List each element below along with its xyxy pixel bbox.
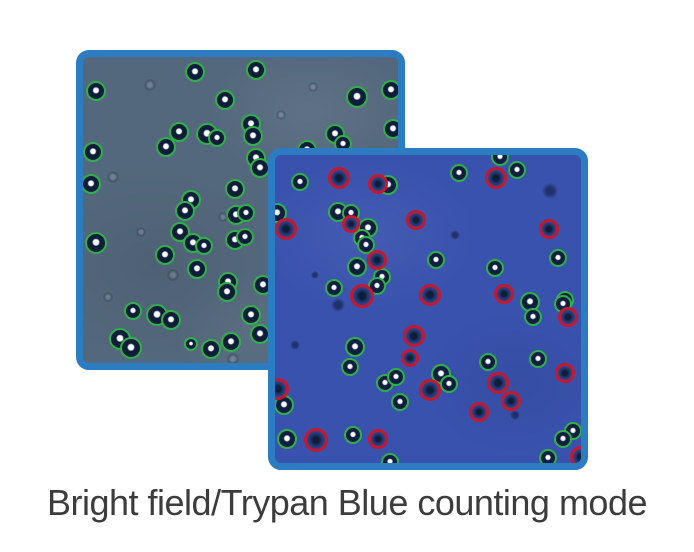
trypan-blue-image xyxy=(268,148,588,470)
dead-cell-marker xyxy=(570,446,581,463)
live-cell-marker xyxy=(225,179,245,199)
dead-cell-marker xyxy=(368,429,388,449)
live-cell-marker xyxy=(381,80,398,100)
live-cell-marker xyxy=(387,368,405,386)
dead-cell-marker xyxy=(487,372,509,394)
live-cell-marker xyxy=(156,137,176,157)
dead-cell-marker xyxy=(304,428,328,452)
live-cell-marker xyxy=(169,122,189,142)
live-cell-marker xyxy=(237,204,255,222)
live-cell-marker xyxy=(85,232,107,254)
live-cell-marker xyxy=(175,201,195,221)
dead-cell-marker xyxy=(469,402,489,422)
live-cell-marker xyxy=(277,429,297,449)
live-cell-marker xyxy=(346,86,368,108)
dead-cell-marker xyxy=(401,349,419,367)
live-cell-marker xyxy=(184,337,198,351)
live-cell-marker xyxy=(243,126,263,146)
caption: Bright field/Trypan Blue counting mode xyxy=(46,482,648,523)
live-cell-marker xyxy=(215,90,235,110)
live-cell-marker xyxy=(549,249,567,267)
debris-blob xyxy=(450,230,460,240)
dead-cell-marker xyxy=(350,284,374,308)
live-cell-marker xyxy=(120,337,142,359)
live-cell-marker xyxy=(291,173,309,191)
live-cell-marker xyxy=(357,236,375,254)
live-cell-marker xyxy=(195,237,213,255)
live-cell-marker xyxy=(201,339,221,359)
live-cell-marker xyxy=(155,245,175,265)
live-cell-marker xyxy=(187,259,207,279)
live-cell-marker xyxy=(529,350,547,368)
dead-cell-marker xyxy=(419,284,441,306)
debris-blob xyxy=(227,353,239,363)
live-cell-marker xyxy=(508,161,526,179)
live-cell-marker xyxy=(250,324,270,344)
live-cell-marker xyxy=(325,279,343,297)
dead-cell-marker xyxy=(403,325,425,347)
live-cell-marker xyxy=(427,251,445,269)
dead-cell-marker xyxy=(342,215,360,233)
debris-blob xyxy=(103,292,113,302)
live-cell-marker xyxy=(241,305,261,325)
dead-cell-marker xyxy=(275,378,289,400)
debris-blob xyxy=(510,410,520,420)
debris-blob xyxy=(311,271,319,279)
live-cell-marker xyxy=(524,308,542,326)
debris-blob xyxy=(308,82,318,92)
live-cell-marker xyxy=(344,426,362,444)
dead-cell-marker xyxy=(368,174,388,194)
debris-blob xyxy=(290,340,300,350)
live-cell-marker xyxy=(246,60,266,80)
live-cell-marker xyxy=(381,453,399,463)
debris-blob xyxy=(167,269,179,281)
live-cell-marker xyxy=(83,174,101,194)
dead-cell-marker xyxy=(419,379,441,401)
live-cell-marker xyxy=(486,259,504,277)
live-cell-marker xyxy=(391,393,409,411)
dead-cell-marker xyxy=(406,210,426,230)
dead-cell-marker xyxy=(539,219,559,239)
live-cell-marker xyxy=(440,375,458,393)
live-cell-marker xyxy=(217,282,237,302)
live-cell-marker xyxy=(539,449,557,463)
debris-blob xyxy=(276,110,286,120)
live-cell-marker xyxy=(341,358,359,376)
dead-cell-marker xyxy=(367,250,387,270)
dead-cell-marker xyxy=(555,363,575,383)
live-cell-marker xyxy=(554,430,572,448)
live-cell-marker xyxy=(383,119,398,139)
debris-blob xyxy=(218,212,228,222)
dead-cell-marker xyxy=(485,167,507,189)
live-cell-marker xyxy=(236,228,254,246)
debris-blob xyxy=(144,79,156,91)
dead-cell-marker xyxy=(558,307,578,327)
dead-cell-marker xyxy=(275,218,297,240)
live-cell-marker xyxy=(345,337,365,357)
live-cell-marker xyxy=(185,62,205,82)
debris-blob xyxy=(331,298,345,312)
live-cell-marker xyxy=(83,142,103,162)
live-cell-marker xyxy=(161,310,181,330)
dead-cell-marker xyxy=(501,391,521,411)
live-cell-marker xyxy=(450,164,468,182)
live-cell-marker xyxy=(124,302,142,320)
live-cell-marker xyxy=(221,332,241,352)
live-cell-marker xyxy=(491,155,509,166)
debris-blob xyxy=(107,171,119,183)
live-cell-marker xyxy=(250,158,270,178)
dead-cell-marker xyxy=(494,284,514,304)
debris-blob xyxy=(542,183,558,199)
live-cell-marker xyxy=(347,257,367,277)
live-cell-marker xyxy=(86,81,106,101)
live-cell-marker xyxy=(208,129,226,147)
dead-cell-marker xyxy=(328,167,350,189)
live-cell-marker xyxy=(479,353,497,371)
debris-blob xyxy=(136,227,146,237)
